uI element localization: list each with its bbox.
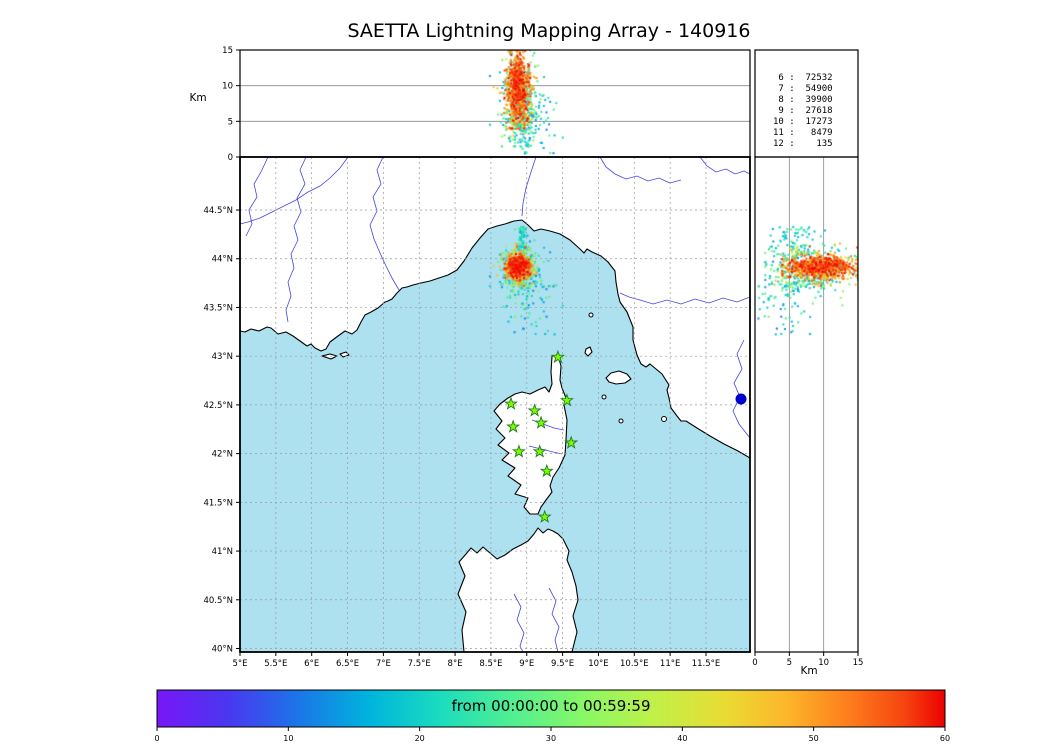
station-star [506,419,521,433]
colorbar-label: from 00:00:00 to 00:59:59 [451,697,651,715]
stats-box-border [754,49,859,158]
lon-altitude-panel-border [239,49,751,158]
station-star [539,463,554,478]
station-star [564,435,579,449]
map-panel-border [239,156,751,653]
altitude-latitude-panel-border [754,156,859,653]
station-star [537,509,552,523]
station-star [534,415,549,429]
colorbar-border [156,689,946,728]
station-star [504,396,518,410]
altitude-axis-label-top: Km [189,92,207,104]
station-star [511,444,526,458]
station-star [559,393,574,407]
figure-title: SAETTA Lightning Mapping Array - 140916 [347,20,751,42]
station-star [532,444,547,458]
station-star [527,403,542,417]
station-star [550,349,566,364]
altitude-axis-label-right: Km [800,665,818,677]
